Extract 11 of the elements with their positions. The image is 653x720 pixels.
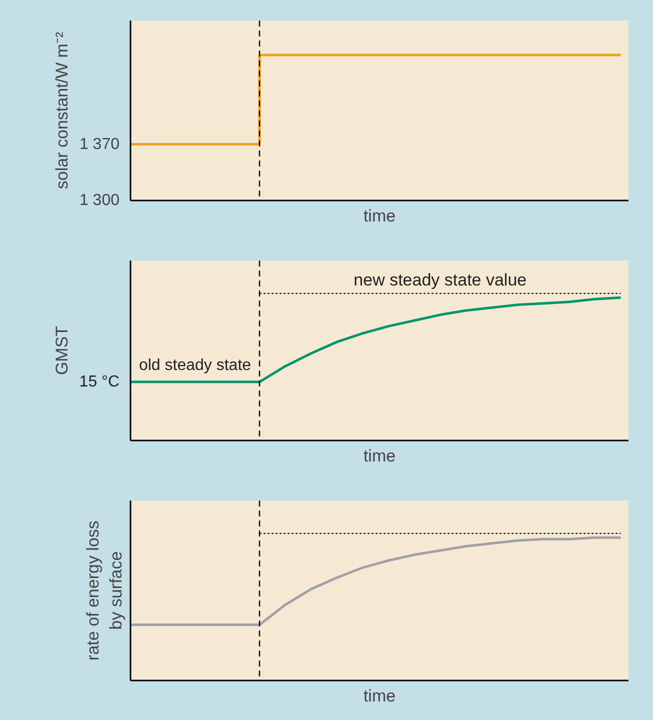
x-axis-title: time [363,686,396,706]
text: 15 °C [79,373,120,390]
y-axis-title: GMST [52,326,72,376]
y-axis-title: solar constant/W m⁻² [52,32,72,190]
y-tick-label: 1 300 [79,192,120,209]
ref-line-label: new steady state value [354,270,527,290]
annotation: old steady state [138,356,252,374]
y-axis-title: rate of energy loss by surface [84,520,126,660]
y-tick-label: 1 370 [79,136,120,153]
x-axis-title: time [363,206,396,226]
x-axis-title: time [363,446,396,466]
